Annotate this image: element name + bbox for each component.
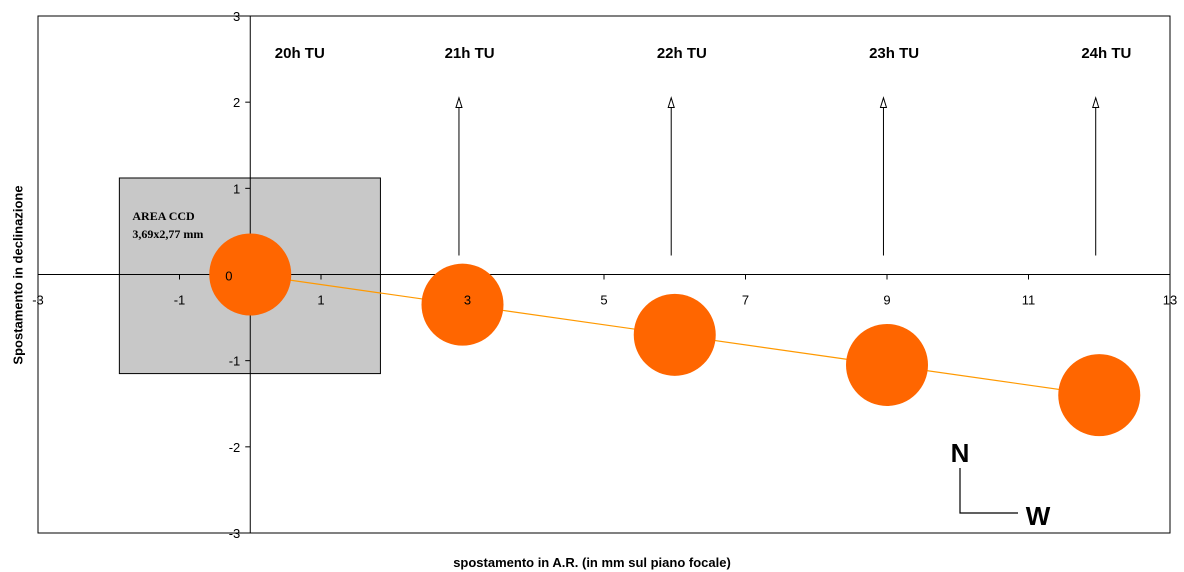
x-tick-label: -1 bbox=[174, 293, 186, 308]
north-arrow-head bbox=[1092, 96, 1100, 108]
data-point bbox=[1058, 354, 1141, 437]
ccd-label: AREA CCD bbox=[132, 209, 195, 223]
time-label: 23h TU bbox=[869, 45, 919, 62]
y-tick-label: 1 bbox=[233, 181, 240, 196]
x-tick-label: 1 bbox=[317, 293, 324, 308]
compass-north-label: N bbox=[951, 438, 970, 468]
north-arrow-head bbox=[455, 96, 463, 108]
north-arrow-head bbox=[879, 96, 888, 108]
ccd-size-label: 3,69x2,77 mm bbox=[132, 227, 203, 241]
x-tick-label: 9 bbox=[883, 293, 890, 308]
time-label: 20h TU bbox=[275, 45, 325, 62]
north-arrow-head bbox=[667, 96, 675, 108]
time-label: 21h TU bbox=[445, 45, 495, 62]
x-tick-label: 11 bbox=[1022, 293, 1036, 308]
x-tick-label: 7 bbox=[742, 293, 749, 308]
time-label: 22h TU bbox=[657, 45, 707, 62]
x-tick-label: 5 bbox=[600, 293, 607, 308]
data-point bbox=[846, 323, 928, 406]
y-tick-label: -3 bbox=[229, 526, 241, 540]
point-label: 3 bbox=[464, 293, 471, 308]
x-tick-label: 13 bbox=[1163, 293, 1177, 308]
y-tick-label: -2 bbox=[229, 440, 241, 455]
y-tick-label: 2 bbox=[233, 95, 240, 110]
data-point bbox=[421, 263, 504, 346]
time-label: 24h TU bbox=[1081, 45, 1131, 62]
x-tick-label: -3 bbox=[32, 293, 44, 308]
origin-point-label: 0 bbox=[225, 269, 232, 284]
data-point bbox=[633, 293, 716, 376]
y-tick-label: -1 bbox=[229, 354, 241, 369]
compass-lines bbox=[959, 468, 1018, 514]
y-axis-title: Spostamento in declinazione bbox=[10, 185, 26, 365]
y-tick-label: 3 bbox=[233, 9, 240, 24]
compass-west-label: W bbox=[1026, 501, 1051, 531]
x-axis-title: spostamento in A.R. (in mm sul piano foc… bbox=[453, 555, 731, 570]
data-point bbox=[209, 233, 292, 316]
